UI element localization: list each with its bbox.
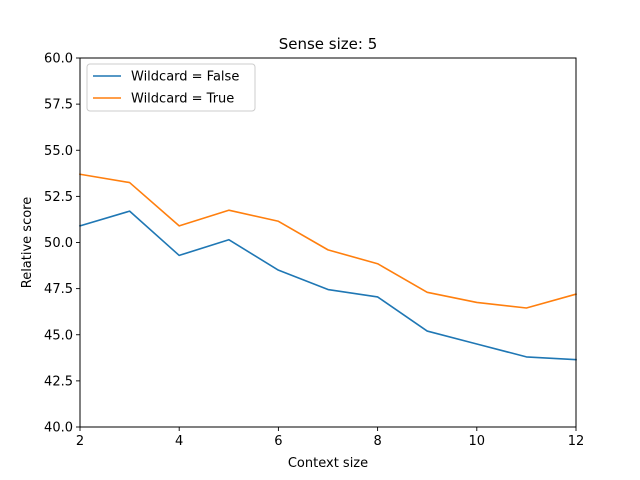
y-tick-label: 55.0 xyxy=(44,144,73,159)
x-tick-label: 8 xyxy=(373,434,381,449)
x-axis-ticks: 2 4 6 8 10 12 xyxy=(76,427,584,449)
x-tick-label: 6 xyxy=(274,434,282,449)
y-tick-label: 50.0 xyxy=(44,236,73,251)
legend: Wildcard = False Wildcard = True xyxy=(86,63,256,112)
plot-lines xyxy=(79,173,577,361)
legend-label-1: Wildcard = True xyxy=(131,92,234,107)
legend-label-0: Wildcard = False xyxy=(131,70,239,85)
y-tick-label: 57.5 xyxy=(44,98,73,113)
y-tick-label: 52.5 xyxy=(44,190,73,205)
y-tick-label: 45.0 xyxy=(44,328,73,343)
x-tick-label: 10 xyxy=(469,434,486,449)
x-tick-label: 4 xyxy=(175,434,183,449)
chart-title: Sense size: 5 xyxy=(279,35,378,53)
y-tick-label: 40.0 xyxy=(44,421,73,436)
legend-box xyxy=(86,63,256,112)
y-tick-label: 42.5 xyxy=(44,374,73,389)
y-tick-label: 47.5 xyxy=(44,282,73,297)
series-line-1 xyxy=(79,173,577,309)
y-tick-label: 60.0 xyxy=(44,52,73,67)
y-axis-label: Relative score xyxy=(20,197,35,289)
x-tick-label: 2 xyxy=(76,434,84,449)
x-axis-label: Context size xyxy=(288,456,368,471)
series-line-0 xyxy=(79,210,577,361)
y-axis-ticks: 40.0 42.5 45.0 47.5 50.0 52.5 55.0 57.5 60.0 xyxy=(44,52,80,436)
x-tick-label: 12 xyxy=(568,434,585,449)
